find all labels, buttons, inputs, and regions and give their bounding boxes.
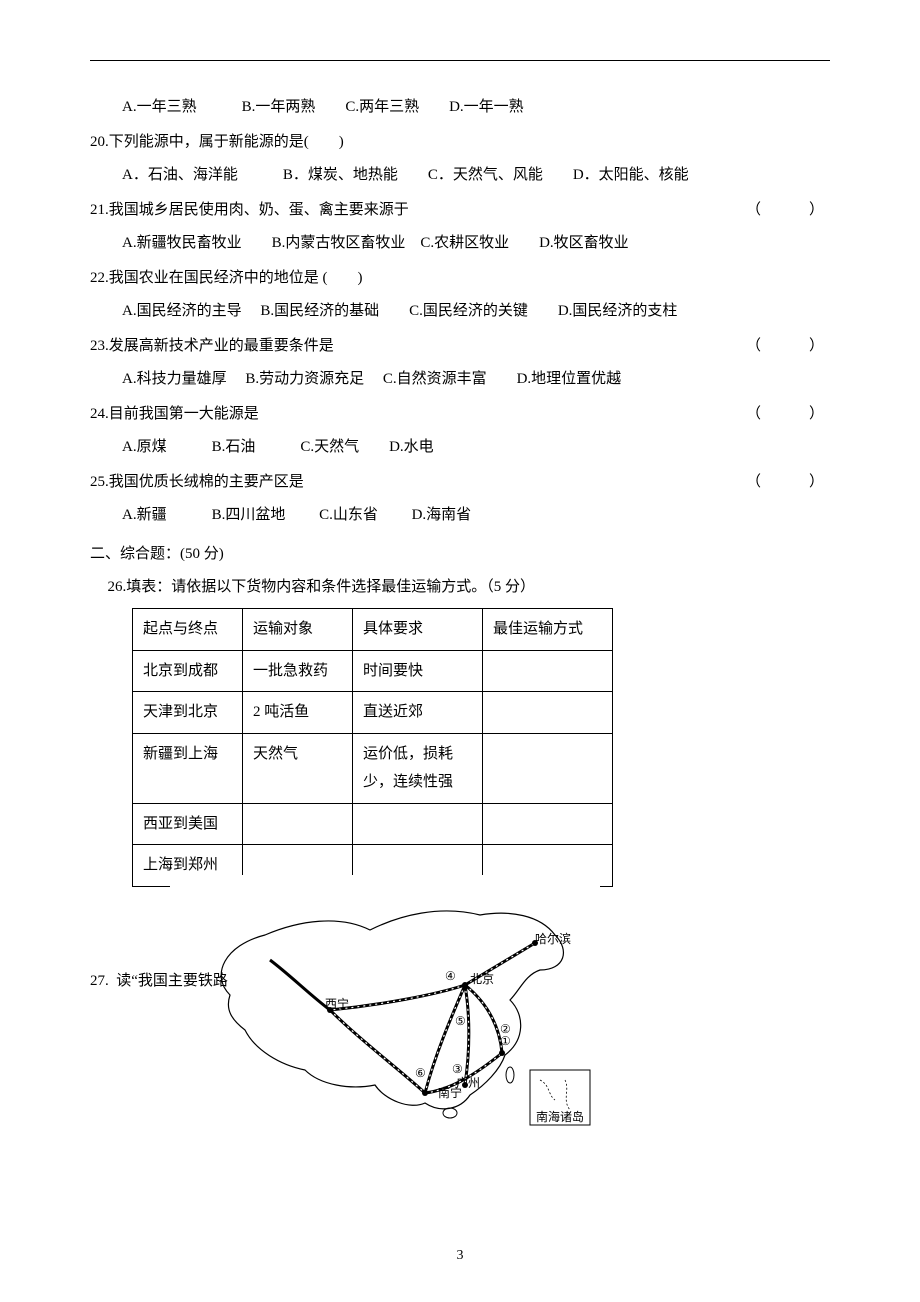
q24-stem-row: 24.目前我国第一大能源是 （ ） bbox=[90, 398, 830, 431]
china-rail-map: 南海诸岛 哈尔滨北京西宁广州南宁 ④⑤①②③⑥ bbox=[170, 875, 600, 1135]
q23: 23.发展高新技术产业的最重要条件是 （ ） A.科技力量雄厚 B.劳动力资源充… bbox=[90, 330, 830, 396]
q26-table: 起点与终点 运输对象 具体要求 最佳运输方式 北京到成都 一批急救药 时间要快 … bbox=[132, 608, 613, 887]
cell: 直送近郊 bbox=[353, 692, 483, 734]
page-number: 3 bbox=[0, 1241, 920, 1272]
cell: 北京到成都 bbox=[133, 650, 243, 692]
route-number: ② bbox=[500, 1022, 511, 1036]
cell bbox=[483, 803, 613, 845]
q25-paren: （ ） bbox=[746, 466, 830, 499]
city-label: 哈尔滨 bbox=[535, 931, 571, 946]
cell: 一批急救药 bbox=[243, 650, 353, 692]
table-row: 天津到北京 2 吨活鱼 直送近郊 bbox=[133, 692, 613, 734]
cell: 时间要快 bbox=[353, 650, 483, 692]
city-label: 西宁 bbox=[325, 996, 349, 1011]
q23-opts: A.科技力量雄厚 B.劳动力资源充足 C.自然资源丰富 D.地理位置优越 bbox=[90, 363, 830, 396]
hainan-island bbox=[443, 1108, 457, 1118]
q21-opts: A.新疆牧民畜牧业 B.内蒙古牧区畜牧业 C.农耕区牧业 D.牧区畜牧业 bbox=[90, 227, 830, 260]
q25-stem-row: 25.我国优质长绒棉的主要产区是 （ ） bbox=[90, 466, 830, 499]
q21: 21.我国城乡居民使用肉、奶、蛋、禽主要来源于 （ ） A.新疆牧民畜牧业 B.… bbox=[90, 194, 830, 260]
table-row: 新疆到上海 天然气 运价低，损耗少，连续性强 bbox=[133, 733, 613, 803]
cell: 西亚到美国 bbox=[133, 803, 243, 845]
table-row: 北京到成都 一批急救药 时间要快 bbox=[133, 650, 613, 692]
q20-opts: A．石油、海洋能 B．煤炭、地热能 C．天然气、风能 D．太阳能、核能 bbox=[90, 159, 830, 192]
table-header-row: 起点与终点 运输对象 具体要求 最佳运输方式 bbox=[133, 609, 613, 651]
q19-opts-text: A.一年三熟 B.一年两熟 C.两年三熟 D.一年一熟 bbox=[90, 91, 830, 124]
rail-lines bbox=[270, 943, 535, 1093]
route-number: ① bbox=[500, 1034, 511, 1048]
q24-opts: A.原煤 B.石油 C.天然气 D.水电 bbox=[90, 431, 830, 464]
q24-paren: （ ） bbox=[746, 398, 830, 431]
q23-paren: （ ） bbox=[746, 330, 830, 363]
q22-stem: 22.我国农业在国民经济中的地位是 ( ) bbox=[90, 262, 830, 295]
cell: 新疆到上海 bbox=[133, 733, 243, 803]
cell: 运价低，损耗少，连续性强 bbox=[353, 733, 483, 803]
cell: 天津到北京 bbox=[133, 692, 243, 734]
q20: 20.下列能源中，属于新能源的是( ) A．石油、海洋能 B．煤炭、地热能 C．… bbox=[90, 126, 830, 192]
q24: 24.目前我国第一大能源是 （ ） A.原煤 B.石油 C.天然气 D.水电 bbox=[90, 398, 830, 464]
q23-stem: 23.发展高新技术产业的最重要条件是 bbox=[90, 338, 334, 354]
q23-stem-row: 23.发展高新技术产业的最重要条件是 （ ） bbox=[90, 330, 830, 363]
cell: 2 吨活鱼 bbox=[243, 692, 353, 734]
q27-stem: 27. 读“我国主要铁路 bbox=[90, 965, 228, 998]
th-3: 具体要求 bbox=[353, 609, 483, 651]
route-number: ⑥ bbox=[415, 1066, 426, 1080]
q25: 25.我国优质长绒棉的主要产区是 （ ） A.新疆 B.四川盆地 C.山东省 D… bbox=[90, 466, 830, 532]
taiwan-island bbox=[506, 1067, 514, 1083]
page: A.一年三熟 B.一年两熟 C.两年三熟 D.一年一熟 20.下列能源中，属于新… bbox=[0, 0, 920, 1302]
cell bbox=[483, 733, 613, 803]
th-2: 运输对象 bbox=[243, 609, 353, 651]
south-sea-inset: 南海诸岛 bbox=[530, 1070, 590, 1125]
q21-stem: 21.我国城乡居民使用肉、奶、蛋、禽主要来源于 bbox=[90, 202, 409, 218]
inset-label: 南海诸岛 bbox=[536, 1109, 584, 1124]
cell bbox=[483, 650, 613, 692]
q21-paren: （ ） bbox=[746, 194, 830, 227]
cell: 天然气 bbox=[243, 733, 353, 803]
q26-stem: 26.填表：请依据以下货物内容和条件选择最佳运输方式。（5 分） bbox=[90, 571, 830, 604]
q21-stem-row: 21.我国城乡居民使用肉、奶、蛋、禽主要来源于 （ ） bbox=[90, 194, 830, 227]
q25-stem: 25.我国优质长绒棉的主要产区是 bbox=[90, 474, 304, 490]
q22-opts: A.国民经济的主导 B.国民经济的基础 C.国民经济的关键 D.国民经济的支柱 bbox=[90, 295, 830, 328]
city-label: 南宁 bbox=[438, 1085, 462, 1100]
city-label: 北京 bbox=[470, 972, 494, 986]
cell bbox=[353, 803, 483, 845]
q20-stem: 20.下列能源中，属于新能源的是( ) bbox=[90, 126, 830, 159]
route-number: ④ bbox=[445, 969, 456, 983]
table-row: 西亚到美国 bbox=[133, 803, 613, 845]
cell bbox=[483, 692, 613, 734]
top-rule bbox=[90, 60, 830, 61]
th-4: 最佳运输方式 bbox=[483, 609, 613, 651]
cell bbox=[243, 803, 353, 845]
map-svg: 南海诸岛 哈尔滨北京西宁广州南宁 ④⑤①②③⑥ bbox=[170, 875, 600, 1135]
route-number: ⑤ bbox=[455, 1014, 466, 1028]
q25-opts: A.新疆 B.四川盆地 C.山东省 D.海南省 bbox=[90, 499, 830, 532]
q24-stem: 24.目前我国第一大能源是 bbox=[90, 406, 259, 422]
section2-title: 二、综合题：(50 分) bbox=[90, 538, 830, 571]
q22: 22.我国农业在国民经济中的地位是 ( ) A.国民经济的主导 B.国民经济的基… bbox=[90, 262, 830, 328]
china-outline bbox=[221, 911, 563, 1109]
q19-options: A.一年三熟 B.一年两熟 C.两年三熟 D.一年一熟 bbox=[90, 91, 830, 124]
route-number: ③ bbox=[452, 1062, 463, 1076]
th-1: 起点与终点 bbox=[133, 609, 243, 651]
